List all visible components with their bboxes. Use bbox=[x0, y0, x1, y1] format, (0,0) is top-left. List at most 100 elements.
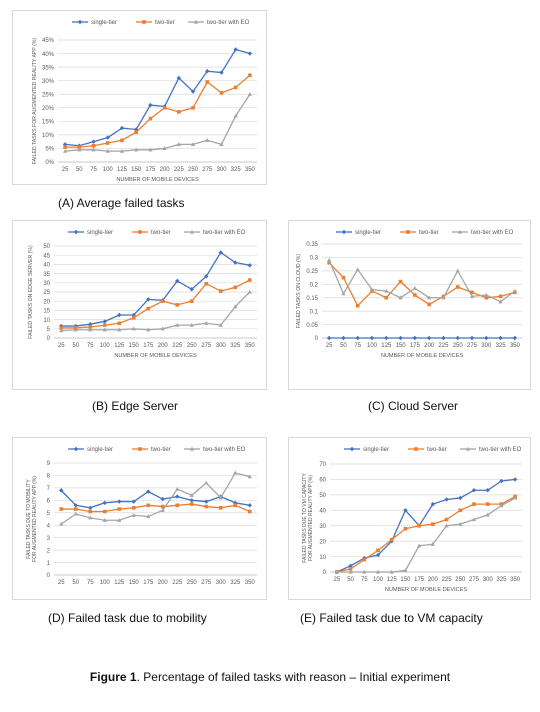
data-point bbox=[73, 511, 78, 516]
chart-caption-c: (C) Cloud Server bbox=[368, 399, 459, 413]
data-point bbox=[146, 306, 151, 311]
data-point bbox=[376, 548, 380, 553]
x-tick-label: 200 bbox=[428, 577, 439, 583]
series-line-two-tier bbox=[336, 495, 516, 573]
data-point bbox=[498, 294, 503, 299]
data-point bbox=[91, 147, 96, 152]
data-point bbox=[362, 569, 367, 574]
data-point bbox=[91, 139, 96, 144]
x-tick-label: 75 bbox=[361, 577, 368, 583]
data-point bbox=[88, 325, 93, 329]
data-point bbox=[146, 327, 151, 332]
x-tick-label: 250 bbox=[188, 167, 199, 173]
data-point bbox=[59, 328, 64, 333]
data-point bbox=[458, 495, 463, 501]
legend-label: two-tier bbox=[151, 230, 171, 236]
data-point bbox=[190, 142, 196, 146]
data-point bbox=[247, 278, 252, 282]
data-point bbox=[247, 91, 252, 96]
data-point bbox=[102, 323, 107, 327]
data-point bbox=[176, 75, 182, 81]
data-point bbox=[148, 116, 153, 121]
data-point bbox=[384, 288, 389, 293]
x-tick-label: 175 bbox=[145, 167, 156, 173]
x-tick-label: 350 bbox=[510, 577, 521, 583]
data-point bbox=[417, 543, 422, 548]
data-point bbox=[204, 499, 209, 504]
data-point bbox=[175, 486, 180, 491]
data-point bbox=[444, 523, 449, 528]
y-tick-label: 0% bbox=[45, 160, 54, 166]
figure-text: . Percentage of failed tasks with reason… bbox=[136, 670, 451, 684]
data-point bbox=[117, 327, 122, 332]
y-axis-label: FAILED TASKS FOR AUGMENTED REALITY APP (… bbox=[32, 38, 38, 165]
data-point bbox=[441, 295, 446, 300]
data-point bbox=[403, 527, 408, 531]
data-point bbox=[389, 537, 394, 542]
data-point bbox=[88, 505, 93, 510]
data-point bbox=[247, 474, 252, 479]
x-tick-label: 225 bbox=[438, 343, 449, 349]
data-point bbox=[189, 502, 194, 506]
data-point bbox=[88, 515, 93, 520]
data-point bbox=[471, 488, 477, 493]
x-tick-label: 150 bbox=[129, 580, 140, 586]
data-point bbox=[469, 335, 475, 341]
data-point bbox=[117, 312, 122, 318]
data-point bbox=[247, 263, 252, 268]
data-point bbox=[398, 335, 403, 341]
x-tick-label: 125 bbox=[381, 343, 392, 349]
legend-marker bbox=[193, 19, 199, 24]
data-point bbox=[73, 327, 78, 332]
x-tick-label: 225 bbox=[172, 580, 183, 586]
data-point bbox=[189, 322, 194, 327]
data-point bbox=[369, 287, 375, 292]
y-tick-label: 40 bbox=[43, 263, 50, 269]
data-point bbox=[204, 504, 209, 509]
chart-caption-d: (D) Failed task due to mobility bbox=[48, 611, 207, 625]
legend-marker bbox=[189, 229, 195, 234]
y-tick-label: 50 bbox=[319, 493, 326, 499]
data-point bbox=[162, 146, 167, 151]
data-point bbox=[73, 507, 78, 511]
data-point bbox=[160, 507, 165, 512]
x-tick-label: 50 bbox=[347, 577, 354, 583]
chart-panel-b: 0 5 10 15 20 25 30 35 40 45 50 25 50 75 100 125 150 175 20… bbox=[12, 220, 267, 390]
x-tick-label: 175 bbox=[410, 343, 421, 349]
data-point bbox=[426, 335, 432, 341]
data-point bbox=[455, 268, 460, 273]
legend-marker bbox=[349, 446, 355, 452]
data-point bbox=[327, 257, 332, 262]
x-tick-label: 250 bbox=[453, 343, 464, 349]
figure-label: Figure 1 bbox=[89, 670, 137, 684]
x-tick-label: 325 bbox=[230, 580, 241, 586]
data-point bbox=[341, 291, 346, 296]
data-point bbox=[355, 335, 360, 341]
data-point bbox=[189, 498, 194, 503]
x-tick-label: 275 bbox=[201, 580, 212, 586]
x-tick-label: 150 bbox=[131, 167, 142, 173]
data-point bbox=[219, 70, 224, 75]
x-tick-label: 350 bbox=[245, 167, 256, 173]
legend-marker bbox=[138, 447, 142, 451]
data-point bbox=[59, 521, 64, 526]
legend-label: two-tier with EO bbox=[203, 230, 246, 236]
series-line-two-tier-with-EO bbox=[328, 259, 516, 303]
x-tick-label: 25 bbox=[58, 343, 65, 349]
data-point bbox=[175, 303, 180, 307]
data-point bbox=[362, 557, 367, 562]
x-tick-label: 25 bbox=[58, 580, 65, 586]
x-tick-label: 200 bbox=[424, 343, 435, 349]
data-point bbox=[412, 335, 418, 341]
legend-label: two-tier with EO bbox=[207, 20, 250, 26]
data-point bbox=[484, 295, 489, 300]
data-point bbox=[175, 503, 180, 508]
y-tick-label: 15 bbox=[43, 309, 50, 315]
data-point bbox=[204, 320, 209, 325]
y-axis-label-line: FAILED TASKS DUE TO MOBILITY bbox=[26, 479, 32, 559]
data-point bbox=[146, 489, 151, 494]
y-axis-label-line: FOR AUGMENTED REALITY APP (%) bbox=[308, 475, 314, 561]
y-tick-label: 0 bbox=[47, 573, 51, 579]
data-point bbox=[218, 289, 223, 293]
